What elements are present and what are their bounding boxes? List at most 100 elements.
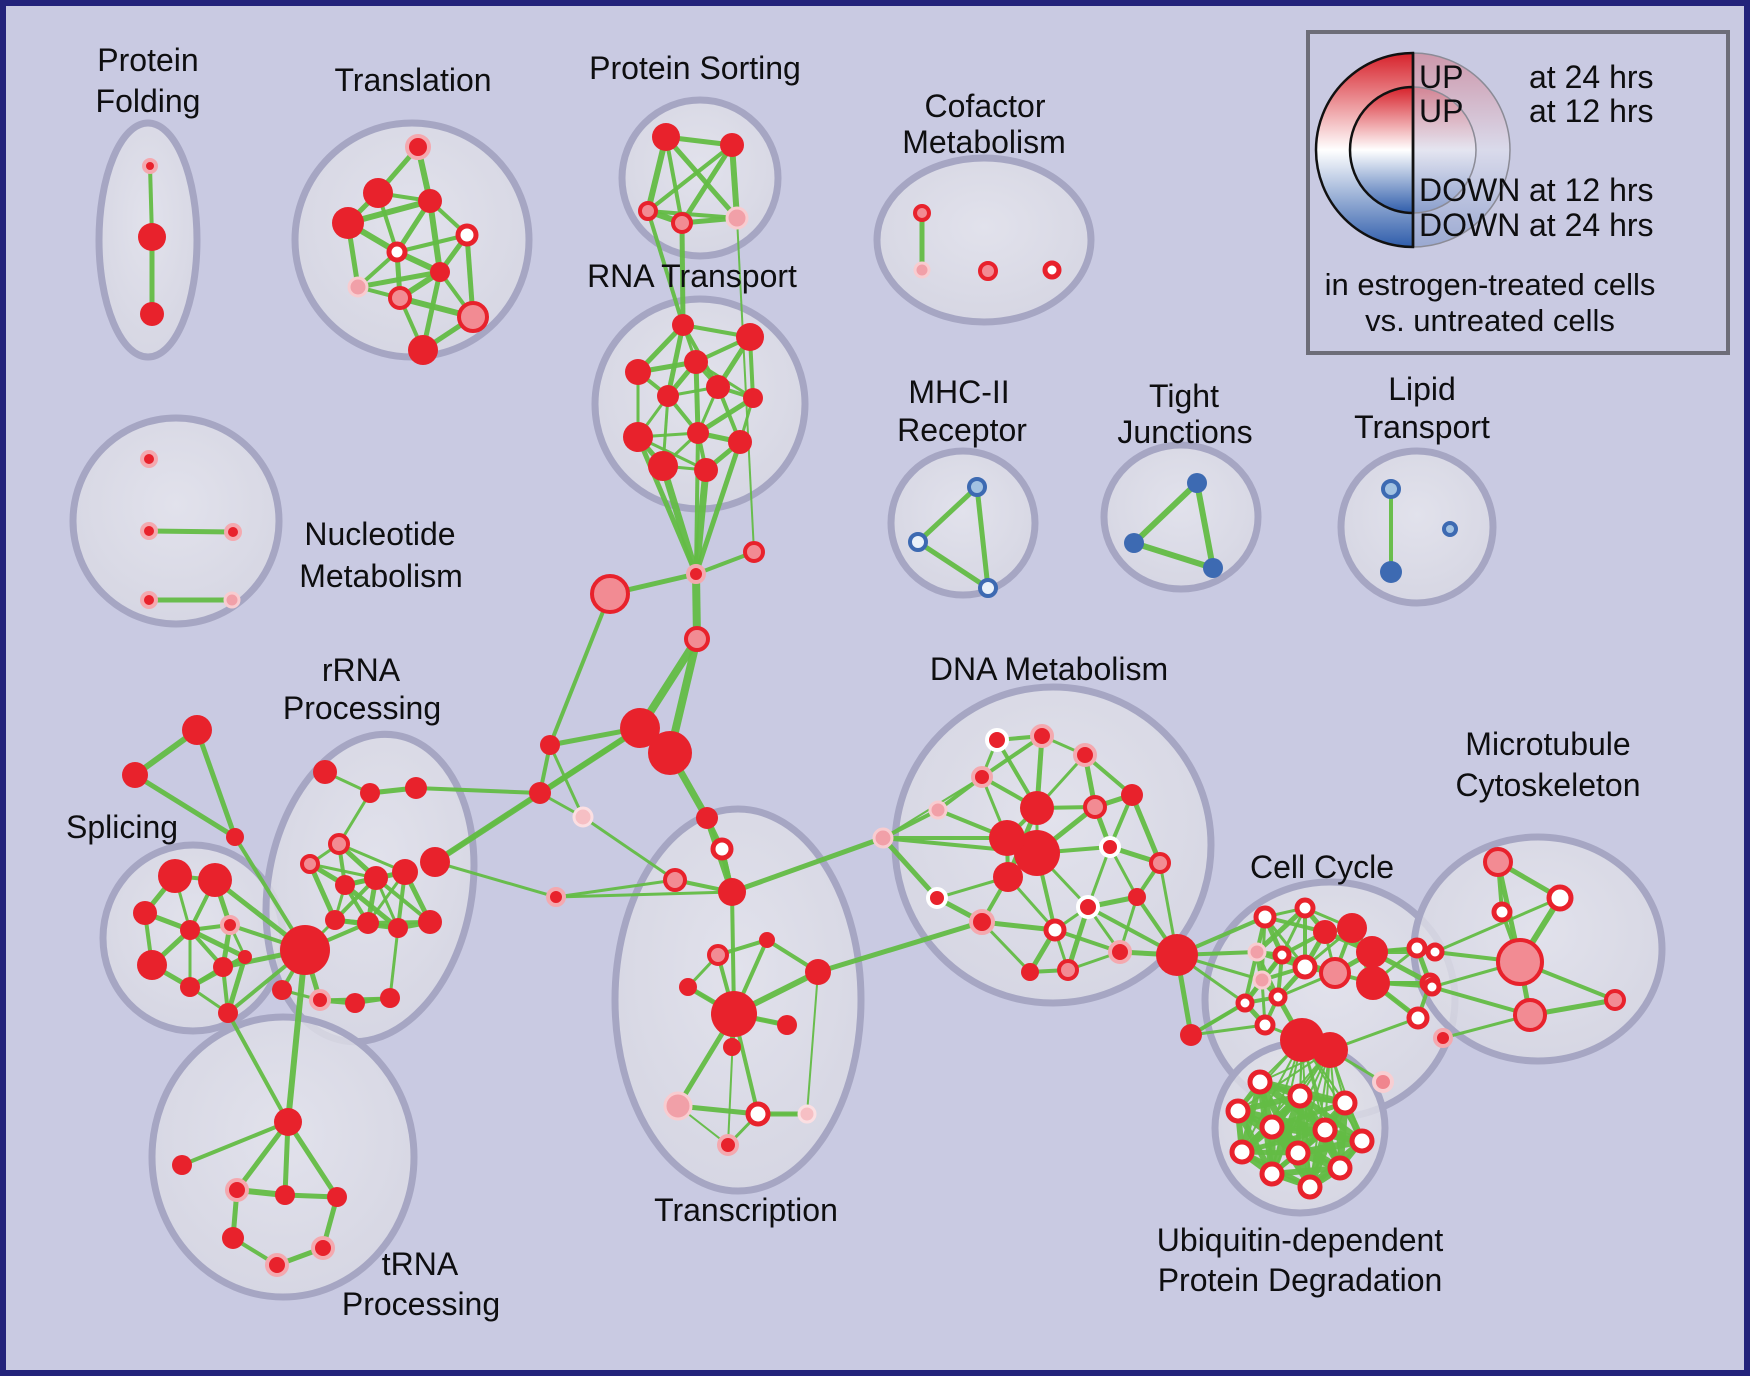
cluster-label: Tight xyxy=(1149,378,1219,414)
network-node xyxy=(707,944,729,966)
network-node xyxy=(978,578,998,598)
network-edge xyxy=(916,539,990,591)
network-node xyxy=(913,204,931,222)
cluster-label: Protein xyxy=(97,42,198,78)
network-node xyxy=(1042,260,1062,280)
network-node xyxy=(1156,934,1198,976)
network-node xyxy=(274,1108,302,1136)
cluster-label: Splicing xyxy=(66,809,178,845)
network-edge xyxy=(188,927,247,960)
network-node xyxy=(238,950,252,964)
network-edge xyxy=(194,729,238,838)
network-node xyxy=(430,262,450,282)
network-node xyxy=(1124,533,1144,553)
network-node xyxy=(1380,561,1402,583)
network-node xyxy=(418,910,442,934)
network-edge xyxy=(1241,1049,1331,1153)
network-node xyxy=(1312,1117,1338,1143)
network-node xyxy=(328,833,350,855)
network-edge xyxy=(1129,794,1163,864)
cluster-label: Junctions xyxy=(1117,414,1252,450)
network-edge xyxy=(1434,896,1561,954)
network-node xyxy=(223,591,241,609)
network-edge xyxy=(974,486,991,589)
network-node xyxy=(1030,724,1054,748)
network-node xyxy=(720,133,744,157)
network-edge xyxy=(285,949,308,1123)
network-edge xyxy=(731,835,884,895)
cluster-label: Cofactor xyxy=(925,88,1046,124)
node-layer xyxy=(122,123,1626,1277)
network-node xyxy=(913,261,931,279)
network-node xyxy=(993,862,1023,892)
cluster-label: Metabolism xyxy=(299,558,463,594)
network-node xyxy=(638,201,658,221)
network-node xyxy=(1014,830,1060,876)
cluster-ellipse-nucleotide-metabolism xyxy=(69,414,283,628)
network-edge xyxy=(817,919,983,975)
network-node xyxy=(663,1091,693,1121)
network-edge xyxy=(235,1120,290,1192)
network-node xyxy=(1121,784,1143,806)
network-node xyxy=(967,477,987,497)
network-node xyxy=(1513,998,1547,1032)
network-edge xyxy=(1133,540,1214,571)
network-edge xyxy=(647,209,738,220)
cluster-label: tRNA xyxy=(382,1246,459,1282)
network-node xyxy=(759,932,775,948)
cluster-label: Metabolism xyxy=(902,124,1066,160)
network-node xyxy=(360,783,380,803)
network-node xyxy=(672,314,694,336)
network-node xyxy=(364,866,388,890)
network-node xyxy=(971,766,993,788)
legend-direction-label: DOWN xyxy=(1419,207,1520,243)
network-node xyxy=(158,859,192,893)
network-node xyxy=(1247,942,1267,962)
network-node xyxy=(1268,987,1288,1007)
network-node xyxy=(684,350,708,374)
legend-box xyxy=(1306,30,1730,355)
network-edge xyxy=(806,971,819,1115)
network-node xyxy=(797,1104,817,1124)
network-node xyxy=(1259,1114,1285,1140)
network-node xyxy=(142,158,158,174)
network-node xyxy=(1252,970,1272,990)
cluster-label: Protein Degradation xyxy=(1158,1262,1443,1298)
network-node xyxy=(1381,479,1401,499)
network-edge xyxy=(434,860,557,899)
network-edge xyxy=(679,222,686,326)
network-node xyxy=(1406,937,1428,959)
network-node xyxy=(300,854,320,874)
cluster-label: rRNA xyxy=(322,652,401,688)
network-node xyxy=(711,991,757,1037)
network-node xyxy=(455,223,479,247)
legend-ring-12h-faded xyxy=(1412,86,1477,214)
network-node xyxy=(335,875,355,895)
network-node xyxy=(265,1253,289,1277)
network-node xyxy=(1313,920,1337,944)
network-node xyxy=(1292,954,1318,980)
network-edge xyxy=(664,136,684,224)
cluster-ellipse-tight-junctions xyxy=(1100,441,1262,593)
network-node xyxy=(1149,852,1171,874)
network-edge xyxy=(693,441,743,575)
cluster-label: MHC-II xyxy=(908,374,1009,410)
network-edge xyxy=(729,144,740,219)
network-edge xyxy=(646,143,734,213)
network-node xyxy=(309,989,331,1011)
network-node xyxy=(140,591,158,609)
network-edge xyxy=(548,744,585,818)
network-node xyxy=(1604,989,1626,1011)
network-node xyxy=(420,847,450,877)
network-edge xyxy=(433,791,542,864)
network-node xyxy=(1319,957,1351,989)
network-node xyxy=(1425,942,1445,962)
cluster-label: Cytoskeleton xyxy=(1456,767,1641,803)
network-edge xyxy=(548,593,612,746)
cluster-label: Folding xyxy=(96,83,201,119)
network-edge xyxy=(1190,1023,1266,1037)
network-node xyxy=(1372,1071,1394,1093)
network-edge xyxy=(1301,1039,1311,1188)
